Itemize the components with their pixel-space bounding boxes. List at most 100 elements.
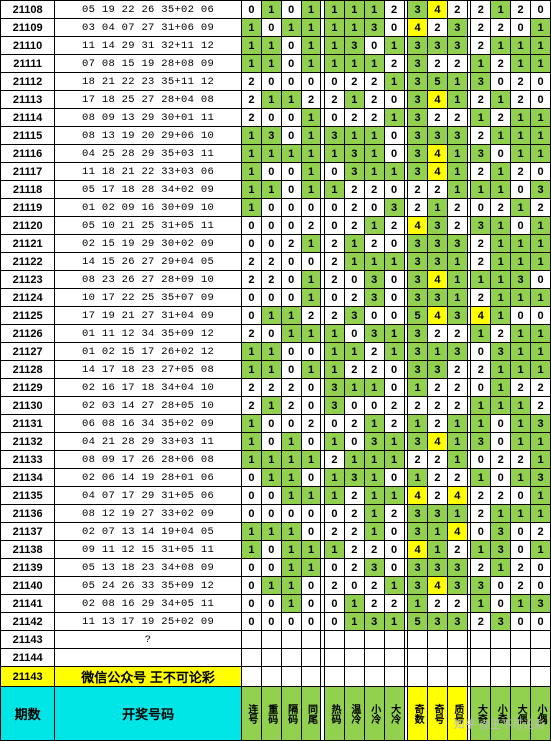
stat-cell: 1 xyxy=(447,163,467,181)
stat-cell: 0 xyxy=(301,199,321,217)
stat-cell: 2 xyxy=(428,595,448,613)
stat-cell: 4 xyxy=(428,163,448,181)
stat-cell: 0 xyxy=(531,577,551,595)
stat-cell: 1 xyxy=(325,343,345,361)
stat-cell: 2 xyxy=(471,19,491,37)
header-col: 质号 xyxy=(447,687,467,741)
draw-numbers: 04 21 28 29 33+03 11 xyxy=(55,433,242,451)
issue-number: 21129 xyxy=(1,379,55,397)
stat-cell: 0 xyxy=(384,19,404,37)
stat-cell: 0 xyxy=(301,379,321,397)
stat-cell: 0 xyxy=(384,307,404,325)
stat-cell: 1 xyxy=(281,19,301,37)
stat-cell: 1 xyxy=(364,415,384,433)
stat-cell: 0 xyxy=(301,343,321,361)
stat-cell: 1 xyxy=(471,469,491,487)
stat-cell: 3 xyxy=(447,613,467,631)
stat-cell: 1 xyxy=(491,253,511,271)
stat-cell: 1 xyxy=(511,361,531,379)
stat-cell: 3 xyxy=(408,109,428,127)
stat-cell: 1 xyxy=(511,289,531,307)
stat-cell: 1 xyxy=(241,451,261,469)
stat-cell: 0 xyxy=(261,73,281,91)
stat-cell: 1 xyxy=(301,37,321,55)
stat-cell: 2 xyxy=(344,199,364,217)
stat-cell: 0 xyxy=(301,613,321,631)
stat-cell: 1 xyxy=(531,487,551,505)
stat-cell-empty xyxy=(447,649,467,667)
stat-cell: 1 xyxy=(447,505,467,523)
stat-cell: 3 xyxy=(531,469,551,487)
stat-cell: 2 xyxy=(241,91,261,109)
stat-cell: 0 xyxy=(241,613,261,631)
stat-cell: 0 xyxy=(261,199,281,217)
stat-cell: 0 xyxy=(261,541,281,559)
draw-numbers: 11 14 29 31 32+11 12 xyxy=(55,37,242,55)
stat-cell: 0 xyxy=(364,397,384,415)
stat-cell-empty xyxy=(344,631,364,649)
stat-cell: 0 xyxy=(471,343,491,361)
stat-cell: 0 xyxy=(384,541,404,559)
stat-cell: 1 xyxy=(511,109,531,127)
stat-cell: 4 xyxy=(428,307,448,325)
draw-numbers: 02 16 17 18 34+04 10 xyxy=(55,379,242,397)
stat-cell: 1 xyxy=(364,145,384,163)
draw-numbers: 05 17 18 28 34+02 09 xyxy=(55,181,242,199)
stat-cell: 4 xyxy=(408,217,428,235)
stat-cell: 2 xyxy=(344,181,364,199)
stat-cell: 2 xyxy=(511,73,531,91)
stat-cell: 0 xyxy=(325,505,345,523)
stat-cell: 2 xyxy=(471,559,491,577)
stat-cell: 3 xyxy=(408,163,428,181)
stat-cell-empty xyxy=(261,631,281,649)
stat-cell: 1 xyxy=(325,469,345,487)
stat-cell: 1 xyxy=(511,253,531,271)
stat-cell: 3 xyxy=(511,271,531,289)
stat-cell: 2 xyxy=(241,271,261,289)
stat-cell: 1 xyxy=(531,37,551,55)
stat-cell: 1 xyxy=(281,487,301,505)
stat-cell: 1 xyxy=(491,559,511,577)
stat-cell: 1 xyxy=(281,91,301,109)
stat-cell: 1 xyxy=(261,91,281,109)
stat-cell-empty xyxy=(408,667,428,687)
stat-cell: 3 xyxy=(408,271,428,289)
stat-cell: 0 xyxy=(261,163,281,181)
stat-cell: 1 xyxy=(511,469,531,487)
stat-cell: 1 xyxy=(241,127,261,145)
draw-numbers: 03 04 07 27 31+06 09 xyxy=(55,19,242,37)
stat-cell: 1 xyxy=(261,307,281,325)
stat-cell: 1 xyxy=(261,37,281,55)
stat-cell: 3 xyxy=(408,559,428,577)
issue-number: 21132 xyxy=(1,433,55,451)
stat-cell: 2 xyxy=(408,199,428,217)
stat-cell: 1 xyxy=(531,361,551,379)
stat-cell: 1 xyxy=(364,217,384,235)
stat-cell: 1 xyxy=(471,595,491,613)
stat-cell: 1 xyxy=(491,379,511,397)
stat-cell: 1 xyxy=(261,361,281,379)
stat-cell: 1 xyxy=(447,451,467,469)
stat-cell: 2 xyxy=(241,73,261,91)
stat-cell: 1 xyxy=(325,433,345,451)
issue-number: 21130 xyxy=(1,397,55,415)
stat-cell: 0 xyxy=(491,73,511,91)
stat-cell: 2 xyxy=(364,577,384,595)
stat-cell: 3 xyxy=(491,613,511,631)
stat-cell: 2 xyxy=(281,397,301,415)
stat-cell: 2 xyxy=(471,163,491,181)
stat-cell: 3 xyxy=(364,19,384,37)
stat-cell: 0 xyxy=(511,19,531,37)
stat-cell: 1 xyxy=(491,91,511,109)
stat-cell: 1 xyxy=(241,541,261,559)
stat-cell: 0 xyxy=(531,613,551,631)
stat-cell: 1 xyxy=(384,433,404,451)
stat-cell: 2 xyxy=(531,523,551,541)
stat-cell: 1 xyxy=(364,127,384,145)
stat-cell: 0 xyxy=(325,595,345,613)
stat-cell: 5 xyxy=(408,307,428,325)
draw-numbers: 17 18 25 27 28+04 08 xyxy=(55,91,242,109)
stat-cell: 1 xyxy=(261,181,281,199)
stat-cell: 2 xyxy=(325,253,345,271)
stat-cell: 2 xyxy=(241,109,261,127)
